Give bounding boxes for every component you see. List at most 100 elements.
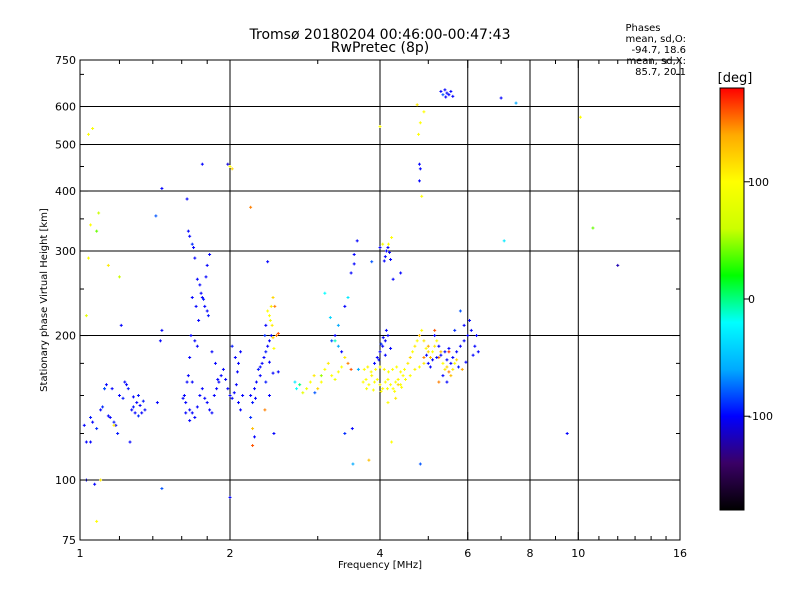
data-point <box>188 355 192 359</box>
data-point <box>131 405 135 409</box>
x-tick-label: 1 <box>77 547 84 560</box>
data-point <box>195 405 199 409</box>
data-point <box>422 361 426 365</box>
data-point <box>272 346 276 350</box>
data-point <box>445 380 449 384</box>
data-point <box>330 339 334 343</box>
data-point <box>253 387 257 391</box>
colorbar-tick-label: -100 <box>748 410 773 423</box>
data-point <box>394 396 398 400</box>
data-points <box>82 88 620 523</box>
data-point <box>364 377 368 381</box>
data-point <box>200 387 204 391</box>
data-point <box>95 229 99 233</box>
data-point <box>293 380 297 384</box>
data-point <box>469 328 473 332</box>
data-point <box>270 323 274 327</box>
data-point <box>110 387 114 391</box>
data-point <box>433 344 437 348</box>
data-point <box>439 89 443 93</box>
data-point <box>473 344 477 348</box>
data-point <box>108 415 112 419</box>
data-point <box>422 339 426 343</box>
data-point <box>210 411 214 415</box>
data-point <box>391 367 395 371</box>
data-point <box>258 374 262 378</box>
data-point <box>249 394 253 398</box>
data-point <box>417 162 421 166</box>
data-point <box>236 361 240 365</box>
data-point <box>373 361 377 365</box>
data-point <box>271 336 275 340</box>
data-point <box>457 365 461 369</box>
data-point <box>447 346 451 350</box>
data-point <box>194 304 198 308</box>
data-point <box>437 344 441 348</box>
data-point <box>106 263 110 267</box>
data-point <box>367 383 371 387</box>
data-point <box>391 277 395 281</box>
data-point <box>84 314 88 318</box>
data-point <box>186 374 190 378</box>
data-point <box>386 246 390 250</box>
y-tick-label: 750 <box>55 54 76 67</box>
data-point <box>428 355 432 359</box>
colorbar <box>719 87 745 511</box>
data-point <box>215 387 219 391</box>
data-point <box>378 350 382 354</box>
y-tick-label: 300 <box>55 245 76 258</box>
data-point <box>400 385 404 389</box>
data-point <box>298 383 302 387</box>
data-point <box>195 344 199 348</box>
data-point <box>305 387 309 391</box>
data-point <box>230 344 234 348</box>
data-point <box>431 350 435 354</box>
data-point <box>578 115 582 119</box>
data-point <box>417 334 421 338</box>
y-axis-label: Stationary phase Virtual Height [km] <box>39 208 50 392</box>
data-point <box>188 408 192 412</box>
data-point <box>232 391 236 395</box>
data-point <box>333 339 337 343</box>
data-point <box>468 318 472 322</box>
data-point <box>356 367 360 371</box>
data-point <box>95 427 99 431</box>
data-point <box>323 367 327 371</box>
x-tick-label: 10 <box>571 547 585 560</box>
data-point <box>417 179 421 183</box>
data-point <box>451 355 455 359</box>
data-point <box>502 239 506 243</box>
data-point <box>99 408 103 412</box>
data-point <box>386 377 390 381</box>
data-point <box>389 383 393 387</box>
data-point <box>333 334 337 338</box>
data-point <box>471 353 475 357</box>
data-point <box>466 334 470 338</box>
data-point <box>455 350 459 354</box>
data-point <box>375 377 379 381</box>
data-point <box>263 408 267 412</box>
data-point <box>210 350 214 354</box>
data-point <box>267 314 271 318</box>
data-point <box>160 186 164 190</box>
y-tick-label: 400 <box>55 185 76 198</box>
data-point <box>93 482 97 486</box>
data-point <box>86 132 90 136</box>
data-point <box>230 396 234 400</box>
x-tick-label: 16 <box>673 547 687 560</box>
data-point <box>251 401 255 405</box>
data-point <box>136 394 140 398</box>
data-point <box>336 323 340 327</box>
data-point <box>453 361 457 365</box>
data-point <box>193 339 197 343</box>
data-point <box>420 194 424 198</box>
data-point <box>330 374 334 378</box>
data-point <box>374 367 378 371</box>
data-point <box>266 260 270 264</box>
x-tick-label: 2 <box>227 547 234 560</box>
data-point <box>415 339 419 343</box>
data-point <box>202 297 206 301</box>
data-point <box>228 164 232 168</box>
phase-stats-o-mode: mean, sd,O: -94.7, 18.6 <box>625 34 686 56</box>
data-point <box>121 396 125 400</box>
